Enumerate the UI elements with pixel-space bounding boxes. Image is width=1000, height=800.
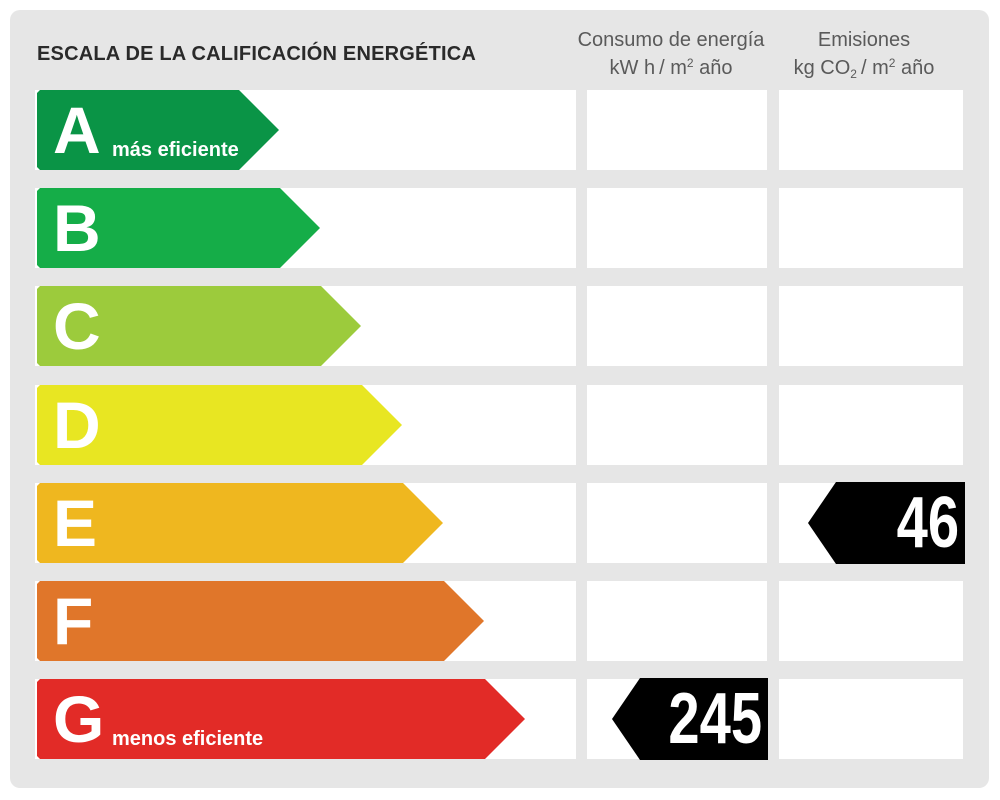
energy-consumption-marker: 245 (612, 678, 768, 761)
band-g-note: menos eficiente (112, 728, 264, 751)
energy-cell-d (587, 384, 767, 465)
energy-consumption-marker-value: 245 (668, 679, 762, 760)
energy-cell-a (587, 90, 767, 170)
band-b-arrow (37, 188, 320, 269)
band-e: E (37, 482, 443, 563)
band-c: C (37, 286, 361, 367)
band-f-letter: F (53, 584, 94, 658)
band-d: D (37, 384, 402, 465)
band-a-note: más eficiente (112, 139, 239, 161)
energy-rating-panel: ESCALA DE LA CALIFICACIÓN ENERGÉTICA Con… (10, 10, 989, 788)
emissions-column-header: Emisiones kg CO2/ m2 año (780, 26, 948, 82)
energy-header-line1: Consumo de energía (577, 29, 765, 51)
emissions-cell-d (779, 384, 963, 465)
energy-cell-b (587, 188, 767, 269)
energy-cell-f (587, 581, 767, 661)
band-b-letter: B (53, 191, 101, 266)
emissions-cell-f (779, 581, 963, 661)
band-a-letter: A (53, 93, 101, 167)
band-e-letter: E (53, 485, 98, 560)
band-g-letter: G (53, 682, 105, 757)
emissions-cell-b (779, 188, 963, 269)
band-a-arrow (37, 90, 279, 170)
emissions-marker-value: 46 (896, 482, 959, 563)
energy-column-header: Consumo de energía kW h / m2 año (576, 26, 766, 82)
band-e-arrow (37, 482, 443, 563)
scale-title: ESCALA DE LA CALIFICACIÓN ENERGÉTICA (37, 43, 477, 65)
emissions-cell-a (779, 90, 963, 170)
emissions-marker-shape (808, 481, 965, 564)
energy-cell-e (587, 482, 767, 563)
energy-cell-c (587, 286, 767, 367)
energy-consumption-marker-shape (612, 678, 768, 761)
band-f-arrow (37, 581, 484, 661)
emissions-cell-c (779, 286, 963, 367)
band-d-letter: D (53, 387, 101, 462)
emissions-cell-g (779, 679, 963, 760)
band-b: B (37, 188, 320, 269)
emissions-marker: 46 (808, 481, 965, 564)
band-g-arrow (37, 679, 525, 760)
band-c-letter: C (53, 289, 101, 364)
band-d-arrow (37, 384, 402, 465)
band-f: F (37, 581, 484, 661)
band-c-arrow (37, 286, 361, 367)
emissions-header-line2: kg CO2/ m2 año (793, 56, 935, 81)
emissions-header-line1: Emisiones (817, 29, 911, 51)
energy-header-line2: kW h / m2 año (609, 56, 733, 79)
